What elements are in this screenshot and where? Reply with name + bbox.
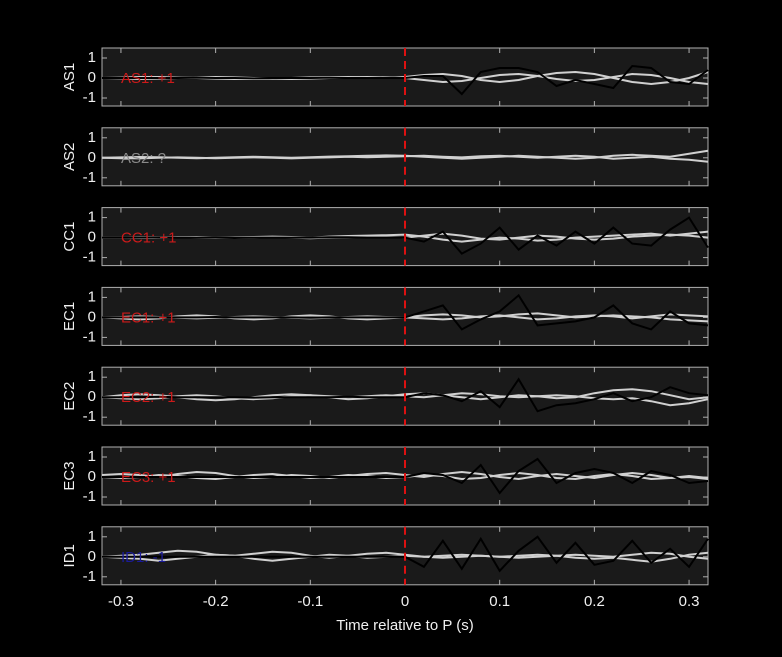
y-tick-label: 1 (88, 49, 96, 66)
y-tick-label: 1 (88, 528, 96, 545)
y-tick-label: -1 (83, 408, 96, 425)
x-tick-label: 0.2 (584, 593, 605, 610)
y-tick-label: 1 (88, 288, 96, 305)
polarity-label: AS1: +1 (121, 70, 175, 87)
y-tick-label: 0 (88, 548, 96, 565)
y-tick-label: -1 (83, 89, 96, 106)
y-axis-label: AS1 (61, 63, 78, 91)
polarity-label: EC1: +1 (121, 309, 176, 326)
y-tick-label: -1 (83, 568, 96, 585)
y-tick-label: 1 (88, 129, 96, 146)
x-axis-label: Time relative to P (s) (336, 617, 474, 634)
y-axis-label: CC1 (61, 222, 78, 252)
y-axis-label: EC2 (61, 382, 78, 411)
y-tick-label: 0 (88, 388, 96, 405)
x-tick-label: -0.2 (203, 593, 229, 610)
y-tick-label: 0 (88, 308, 96, 325)
x-tick-label: 0.3 (679, 593, 700, 610)
polarity-label: AS2: ? (121, 150, 166, 167)
y-tick-label: 0 (88, 468, 96, 485)
y-tick-label: 1 (88, 368, 96, 385)
polarity-label: EC3: +1 (121, 469, 176, 486)
x-tick-label: -0.1 (297, 593, 323, 610)
polarity-label: ID1: -1 (121, 549, 166, 566)
y-tick-label: 1 (88, 448, 96, 465)
y-tick-label: 1 (88, 209, 96, 226)
polarity-label: EC2: +1 (121, 389, 176, 406)
x-tick-label: 0 (401, 593, 409, 610)
y-tick-label: -1 (83, 249, 96, 266)
y-axis-label: EC3 (61, 461, 78, 490)
y-tick-label: 0 (88, 149, 96, 166)
y-tick-label: -1 (83, 328, 96, 345)
x-tick-label: -0.3 (108, 593, 134, 610)
y-axis-label: AS2 (61, 143, 78, 171)
y-tick-label: 0 (88, 69, 96, 86)
y-axis-label: ID1 (61, 544, 78, 567)
y-tick-label: 0 (88, 229, 96, 246)
y-axis-label: EC1 (61, 302, 78, 331)
y-tick-label: -1 (83, 488, 96, 505)
polarity-label: CC1: +1 (121, 230, 176, 247)
y-tick-label: -1 (83, 169, 96, 186)
x-tick-label: 0.1 (489, 593, 510, 610)
